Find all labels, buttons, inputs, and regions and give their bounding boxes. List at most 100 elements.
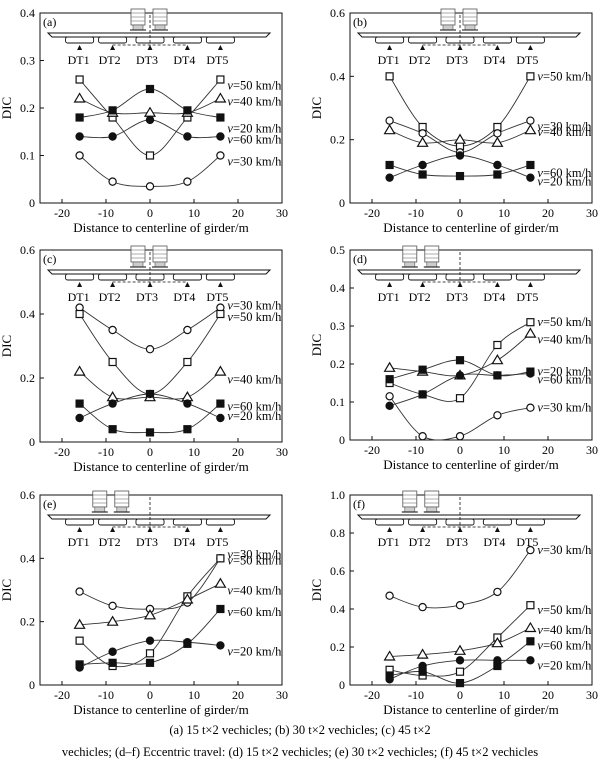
series-label: v=40 km/h [537,333,592,347]
data-point [526,637,535,646]
data-point [75,75,84,84]
girder-box [205,273,235,281]
y-axis-title: DIC [0,97,14,119]
series-v-40-km-h: v=40 km/h [383,123,592,147]
y-tick-label: 0 [29,435,35,449]
series-label: v=60 km/h [227,133,282,147]
series-label: v=50 km/h [537,69,592,83]
data-point [75,113,84,122]
data-point [216,554,225,563]
girder-arrow [110,45,116,50]
series-label: v=40 km/h [227,95,282,109]
y-tick-label: 0 [339,196,345,210]
girder-label-dt4: DT4 [483,290,505,304]
girder-label-dt5: DT5 [206,535,228,549]
y-tick-label: 0.2 [20,615,35,629]
x-axis-title: Distance to centerline of girder/m [73,459,248,474]
truck-cab [154,24,166,31]
girder-box [375,518,405,526]
x-tick-label: 0 [147,688,153,702]
data-point [216,151,225,160]
chart-panel-b: -20 -10 0 10 20 30 0 0.2 0.4 0.6 Distance to cente… [309,6,598,235]
series-label: v=50 km/h [227,79,282,93]
girder-arrow [420,45,426,50]
chart-panel-c: -20 -10 0 10 20 30 0 0.2 0.4 0.6 Distance to cente… [0,243,288,474]
girder-label-dt4: DT4 [483,53,505,67]
data-point [108,106,117,115]
data-point [493,160,502,170]
data-point [524,123,537,135]
bridge-cross-section: DT1 DT2 DT3 DT4 DT5 [46,8,272,67]
figure-caption-line1: (a) 15 t×2 vechicles; (b) 30 t×2 vechicl… [169,723,431,737]
y-tick-label: 0.6 [20,243,35,257]
data-point [183,106,192,115]
panel-letter: (c) [43,252,56,266]
girder-box [515,273,545,281]
data-point [216,132,225,141]
girder-label-dt4: DT4 [173,290,195,304]
plot-frame [349,494,593,686]
data-point [526,72,535,81]
data-point [526,318,535,327]
x-tick-label: 20 [232,445,244,459]
data-point [418,129,427,138]
series-v-50-km-h: v=50 km/h [385,601,592,680]
series-label: v=60 km/h [227,400,282,414]
data-point [385,401,394,410]
y-axis-title: DIC [309,579,324,601]
x-tick-label: -20 [364,206,380,220]
girder-label-dt2: DT2 [409,535,431,549]
data-point [493,411,502,420]
data-point [214,365,227,376]
truck-cab [116,506,128,513]
bridge-deck [46,514,272,520]
plot-frame [39,494,283,686]
y-tick-label: 0.2 [330,357,345,371]
data-point [75,309,84,319]
truck-cab [94,506,106,513]
data-point [108,601,117,611]
series-label: v=30 km/h [227,155,282,169]
data-point [526,160,535,170]
data-point [145,428,155,437]
x-axis-title: Distance to centerline of girder/m [73,702,248,717]
x-tick-label: 30 [586,206,598,220]
series-label: v=50 km/h [227,553,282,567]
data-point [108,658,117,667]
data-point [183,132,192,141]
girder-arrow [420,282,426,287]
y-tick-label: 0.2 [330,133,345,147]
x-tick-label: -20 [54,206,70,220]
series-label: v=20 km/h [537,658,592,672]
truck-cab [404,261,416,268]
girder-arrow [217,282,223,287]
data-point [385,160,394,170]
series-v-50-km-h: v=50 km/h [75,75,282,160]
girder-label-dt2: DT2 [409,290,431,304]
girder-arrow [110,527,116,532]
truck-cab [426,506,438,513]
y-tick-label: 0 [339,678,345,692]
data-point [526,173,535,182]
x-tick-label: 10 [188,206,200,220]
data-point [453,133,467,144]
y-tick-label: 0.6 [330,564,345,578]
x-tick-label: 20 [542,206,554,220]
data-point [416,648,429,659]
girder-label-dt4: DT4 [173,53,195,67]
data-point [418,661,427,671]
truck-cab [132,24,144,31]
girder-label-dt3: DT3 [446,53,468,67]
data-point [73,92,86,103]
girder-label-dt5: DT5 [516,53,538,67]
y-tick-label: 1.0 [330,488,345,502]
y-tick-label: 0 [29,678,35,692]
girder-arrow [420,527,426,532]
y-tick-label: 0.4 [20,551,35,565]
data-point [385,675,394,684]
girder-arrow [527,45,533,50]
figure-caption-line2: vechicles; (d–f) Eccentric travel: (d) 1… [61,745,539,759]
data-point [145,658,155,667]
data-point [383,650,396,661]
data-point [455,601,465,610]
